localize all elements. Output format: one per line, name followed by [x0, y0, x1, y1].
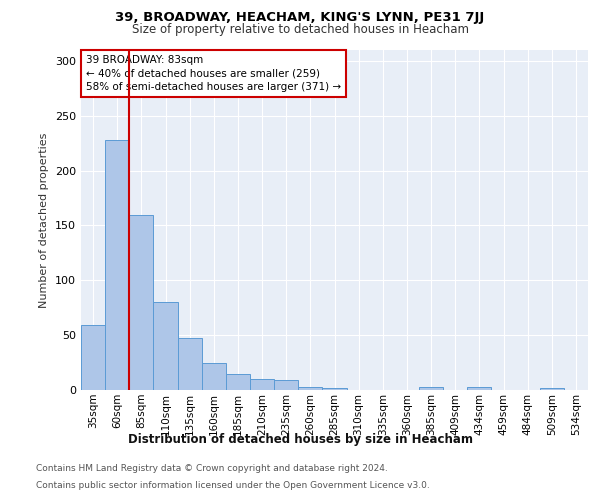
Bar — [250, 379, 274, 390]
Bar — [322, 388, 347, 390]
Bar — [419, 386, 443, 390]
Bar — [467, 386, 491, 390]
Bar — [202, 362, 226, 390]
Text: Size of property relative to detached houses in Heacham: Size of property relative to detached ho… — [131, 22, 469, 36]
Text: Distribution of detached houses by size in Heacham: Distribution of detached houses by size … — [128, 432, 473, 446]
Bar — [298, 386, 322, 390]
Text: 39, BROADWAY, HEACHAM, KING'S LYNN, PE31 7JJ: 39, BROADWAY, HEACHAM, KING'S LYNN, PE31… — [115, 11, 485, 24]
Y-axis label: Number of detached properties: Number of detached properties — [40, 132, 49, 308]
Bar — [154, 302, 178, 390]
Bar — [81, 326, 105, 390]
Bar — [105, 140, 129, 390]
Bar — [540, 388, 564, 390]
Text: Contains HM Land Registry data © Crown copyright and database right 2024.: Contains HM Land Registry data © Crown c… — [36, 464, 388, 473]
Bar — [129, 214, 154, 390]
Bar — [226, 374, 250, 390]
Bar — [274, 380, 298, 390]
Bar — [178, 338, 202, 390]
Text: Contains public sector information licensed under the Open Government Licence v3: Contains public sector information licen… — [36, 481, 430, 490]
Text: 39 BROADWAY: 83sqm
← 40% of detached houses are smaller (259)
58% of semi-detach: 39 BROADWAY: 83sqm ← 40% of detached hou… — [86, 55, 341, 92]
